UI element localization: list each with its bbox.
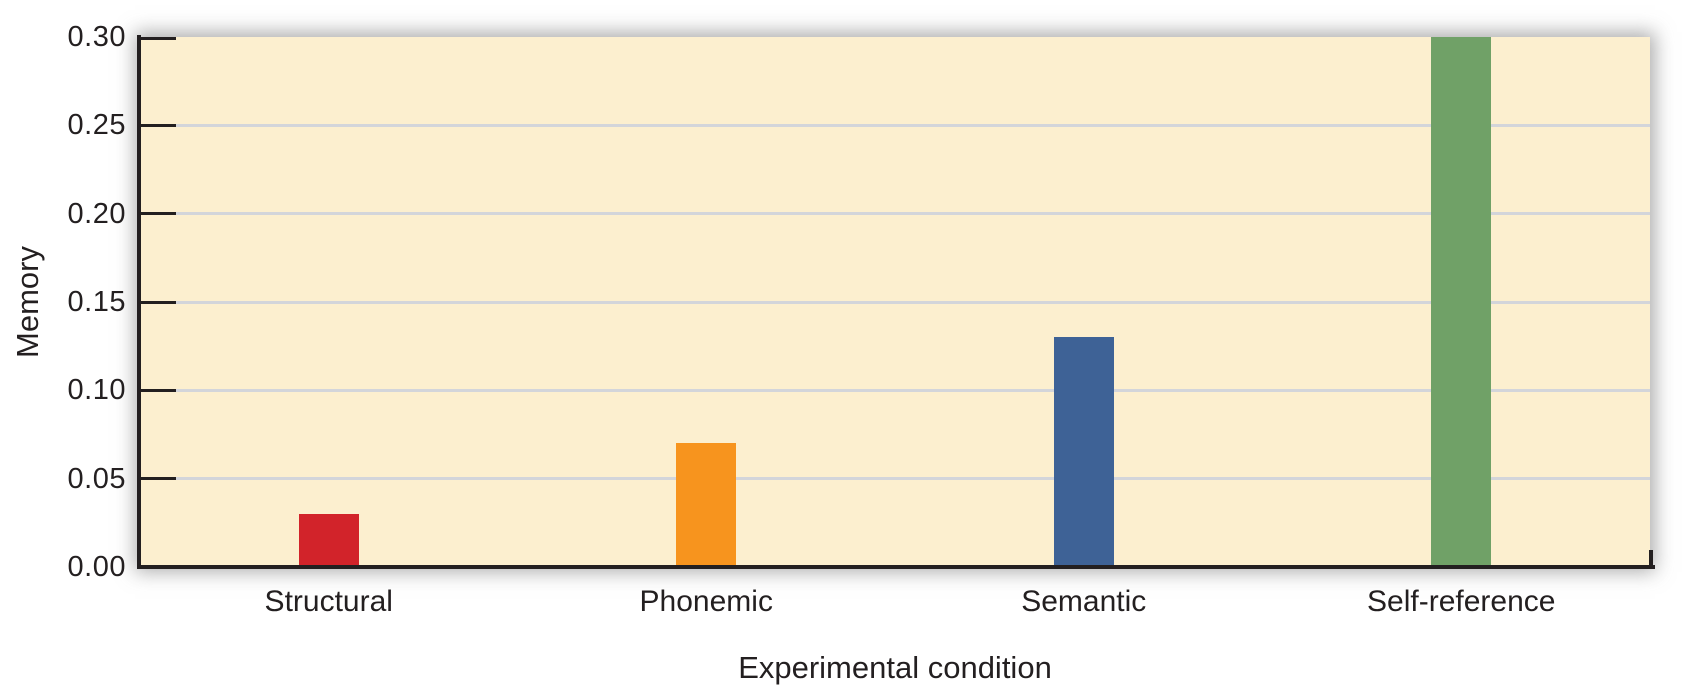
- x-category-label: Structural: [264, 585, 393, 618]
- x-axis-title: Experimental condition: [738, 650, 1052, 685]
- x-axis-line: [137, 565, 1655, 569]
- y-tick-label: 0.20: [67, 197, 126, 230]
- x-axis-end-tick: [1649, 550, 1653, 566]
- gridline: [140, 123, 1650, 127]
- bar-semantic: [1053, 337, 1114, 567]
- gridline: [140, 477, 1650, 481]
- y-axis-tick: [140, 300, 176, 304]
- x-category-label: Self-reference: [1367, 585, 1556, 618]
- y-axis-line: [137, 35, 141, 569]
- gridline: [140, 388, 1650, 392]
- y-tick-label: 0.25: [67, 109, 126, 142]
- bar-self-reference: [1431, 37, 1492, 567]
- y-tick-label: 0.05: [67, 462, 126, 495]
- x-category-label: Phonemic: [639, 585, 773, 618]
- y-tick-label: 0.15: [67, 286, 126, 318]
- gridline: [140, 212, 1650, 216]
- bar-structural: [298, 514, 359, 567]
- y-axis-tick: [140, 123, 176, 127]
- gridline: [140, 300, 1650, 304]
- y-axis-tick: [140, 37, 176, 40]
- plot-area: [140, 37, 1650, 567]
- y-tick-label: 0.00: [67, 551, 126, 583]
- y-tick-label: 0.10: [67, 374, 126, 407]
- x-category-label: Semantic: [1021, 585, 1147, 618]
- y-axis-title: Memory: [10, 246, 45, 358]
- y-axis-tick: [140, 388, 176, 392]
- bar-phonemic: [676, 443, 737, 567]
- y-axis-tick: [140, 212, 176, 216]
- y-tick-label: 0.30: [67, 21, 126, 53]
- y-axis-tick: [140, 477, 176, 481]
